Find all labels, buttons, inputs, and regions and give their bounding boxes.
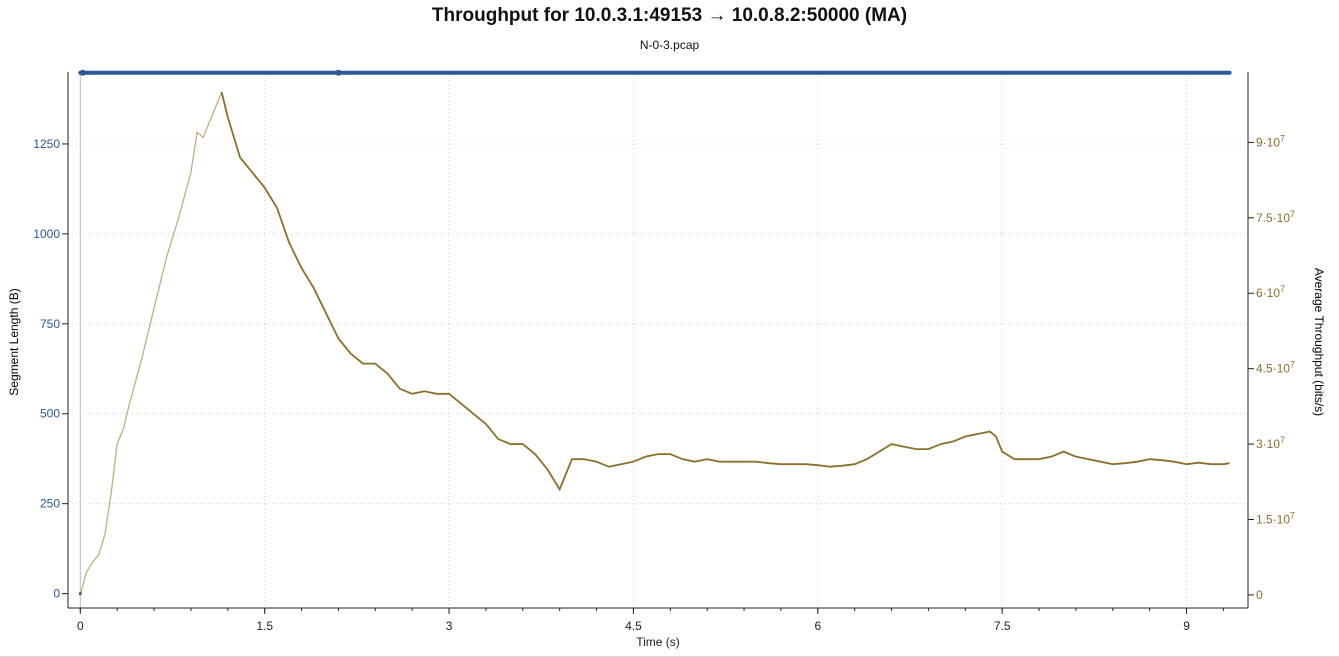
y-left-tick-label: 500 — [40, 407, 60, 421]
y-right-tick-label: 1.5·107 — [1256, 511, 1295, 527]
x-tick-label: 9 — [1183, 619, 1190, 633]
tick-base: 4.5·10 — [1256, 362, 1290, 376]
y-right-tick-label: 9·107 — [1256, 133, 1285, 149]
grid — [68, 72, 1248, 608]
x-tick-label: 4.5 — [625, 619, 642, 633]
x-tick-label: 7.5 — [994, 619, 1011, 633]
tick-exponent: 7 — [1290, 209, 1295, 219]
y-right-tick-label: 0 — [1256, 588, 1263, 602]
y-left-tick-label: 750 — [40, 317, 60, 331]
axes: 0 1.5 3 4.5 6 7.5 902505007501000125001.5·1073… — [33, 72, 1295, 633]
y-axis-left-label: Segment Length (B) — [7, 288, 21, 395]
segment-point — [79, 69, 86, 76]
tick-exponent: 7 — [1280, 284, 1285, 294]
tick-base: 7.5·10 — [1256, 211, 1290, 225]
x-tick-label: 0 — [77, 619, 84, 633]
segment-point — [78, 592, 82, 596]
x-tick-label: 1.5 — [256, 619, 273, 633]
tick-base: 3·10 — [1256, 437, 1280, 451]
tick-base: 0 — [1256, 588, 1263, 602]
tick-exponent: 7 — [1290, 360, 1295, 370]
x-axis-label: Time (s) — [636, 635, 680, 649]
throughput-line — [220, 91, 1230, 492]
tick-exponent: 7 — [1280, 133, 1285, 143]
tick-exponent: 7 — [1280, 435, 1285, 445]
chart-subtitle: N-0-3.pcap — [639, 38, 700, 52]
y-left-tick-label: 250 — [40, 497, 60, 511]
throughput-line-ramp — [79, 91, 223, 596]
x-tick-label: 3 — [446, 619, 453, 633]
tick-exponent: 7 — [1290, 511, 1295, 521]
chart-title: Throughput for 10.0.3.1:49153 → 10.0.8.2… — [431, 5, 908, 26]
y-left-tick-label: 0 — [53, 587, 60, 601]
tick-base: 9·10 — [1256, 135, 1280, 149]
y-right-tick-label: 7.5·107 — [1256, 209, 1295, 225]
y-right-tick-label: 3·107 — [1256, 435, 1285, 451]
series[interactable] — [78, 69, 1232, 596]
x-tick-label: 6 — [814, 619, 821, 633]
y-left-tick-label: 1000 — [33, 227, 60, 241]
tick-base: 1.5·10 — [1256, 513, 1290, 527]
y-right-tick-label: 4.5·107 — [1256, 360, 1295, 376]
y-left-tick-label: 1250 — [33, 137, 60, 151]
tick-base: 6·10 — [1256, 286, 1280, 300]
y-axis-right-label: Average Throughput (bits/s) — [1312, 268, 1326, 416]
segment-point — [335, 69, 342, 76]
y-right-tick-label: 6·107 — [1256, 284, 1285, 300]
